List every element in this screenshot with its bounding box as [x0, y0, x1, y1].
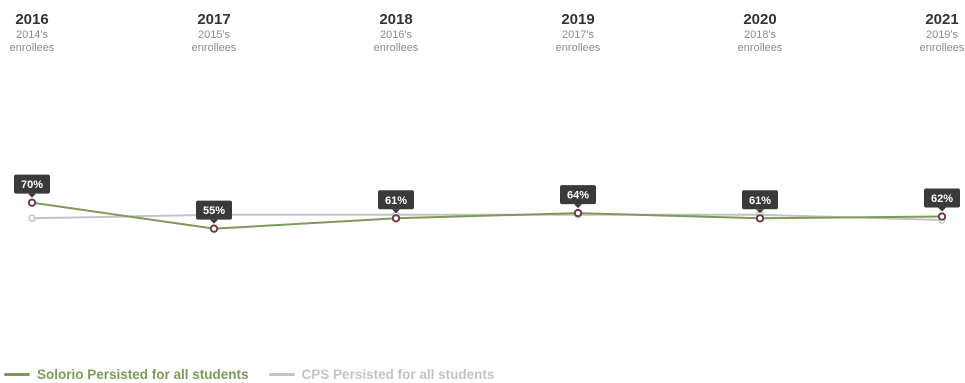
- data-label-2020: 61%: [742, 190, 778, 214]
- year-label-2018: 2018: [379, 11, 412, 28]
- data-label-text: 55%: [203, 205, 225, 217]
- cohort-label-2021-2: enrollees: [920, 42, 965, 54]
- data-label-text: 61%: [749, 195, 771, 207]
- solorio-point-2017[interactable]: [209, 224, 219, 233]
- data-label-2018: 61%: [378, 190, 414, 214]
- data-label-text: 70%: [21, 179, 43, 191]
- solorio-point-2020[interactable]: [755, 214, 765, 223]
- data-label-box: [560, 185, 596, 205]
- legend-swatch-cps: [268, 373, 295, 376]
- year-label-2019: 2019: [561, 11, 594, 28]
- data-label-text: 62%: [931, 193, 953, 205]
- data-label-pointer: [756, 209, 764, 214]
- year-label-2017: 2017: [197, 11, 230, 28]
- cps-point-2016[interactable]: [28, 214, 36, 223]
- solorio-point-2021[interactable]: [937, 212, 947, 221]
- data-label-pointer: [938, 207, 946, 212]
- series-line-solorio: [31, 201, 943, 230]
- data-label-box: [14, 174, 50, 194]
- cohort-label-2017-1: 2015's: [198, 29, 231, 41]
- cohort-label-2016-1: 2014's: [16, 29, 49, 41]
- data-label-text: 64%: [567, 190, 589, 202]
- series-lines: [31, 201, 943, 230]
- data-label-box: [196, 200, 232, 220]
- legend-swatch-solorio: [4, 373, 30, 376]
- year-label-2020: 2020: [743, 11, 776, 28]
- year-label-2021: 2021: [925, 11, 958, 28]
- data-label-box: [378, 190, 414, 210]
- data-label-2017: 55%: [196, 200, 232, 224]
- legend: Solorio Persisted for all students CPS P…: [4, 367, 514, 382]
- cohort-label-2017-2: enrollees: [192, 42, 237, 54]
- data-label-2019: 64%: [560, 185, 596, 209]
- cohort-label-2016-2: enrollees: [10, 42, 55, 54]
- solorio-point-2019[interactable]: [573, 208, 583, 218]
- data-label-box: [742, 190, 778, 210]
- cohort-label-2021-1: 2019's: [926, 29, 959, 41]
- data-label-text: 61%: [385, 195, 407, 207]
- data-labels: 70% 55% 61% 64% 61% 62%: [14, 174, 960, 224]
- data-label-pointer: [28, 193, 36, 198]
- solorio-point-2018[interactable]: [391, 214, 401, 223]
- line-chart: 20162014'senrollees20172015'senrollees20…: [10, 11, 965, 233]
- data-label-2021: 62%: [924, 188, 960, 212]
- cohort-label-2018-2: enrollees: [374, 42, 419, 54]
- data-label-pointer: [392, 209, 400, 214]
- solorio-point-2016[interactable]: [27, 198, 37, 207]
- legend-label-solorio: Solorio Persisted for all students: [37, 367, 249, 382]
- x-axis-labels: 20162014'senrollees20172015'senrollees20…: [10, 11, 965, 54]
- legend-item-cps[interactable]: CPS Persisted for all students: [268, 367, 495, 382]
- legend-label-cps: CPS Persisted for all students: [301, 367, 495, 382]
- data-label-pointer: [574, 204, 582, 209]
- data-label-pointer: [210, 219, 218, 224]
- cohort-label-2019-1: 2017's: [562, 29, 595, 41]
- cohort-label-2019-2: enrollees: [556, 42, 601, 54]
- year-label-2016: 2016: [15, 11, 48, 28]
- cohort-label-2020-1: 2018's: [744, 29, 777, 41]
- cohort-label-2020-2: enrollees: [738, 42, 783, 54]
- data-label-box: [924, 188, 960, 208]
- legend-item-solorio[interactable]: Solorio Persisted for all students: [4, 367, 249, 382]
- cohort-label-2018-1: 2016's: [380, 29, 413, 41]
- data-label-2016: 70%: [14, 174, 50, 198]
